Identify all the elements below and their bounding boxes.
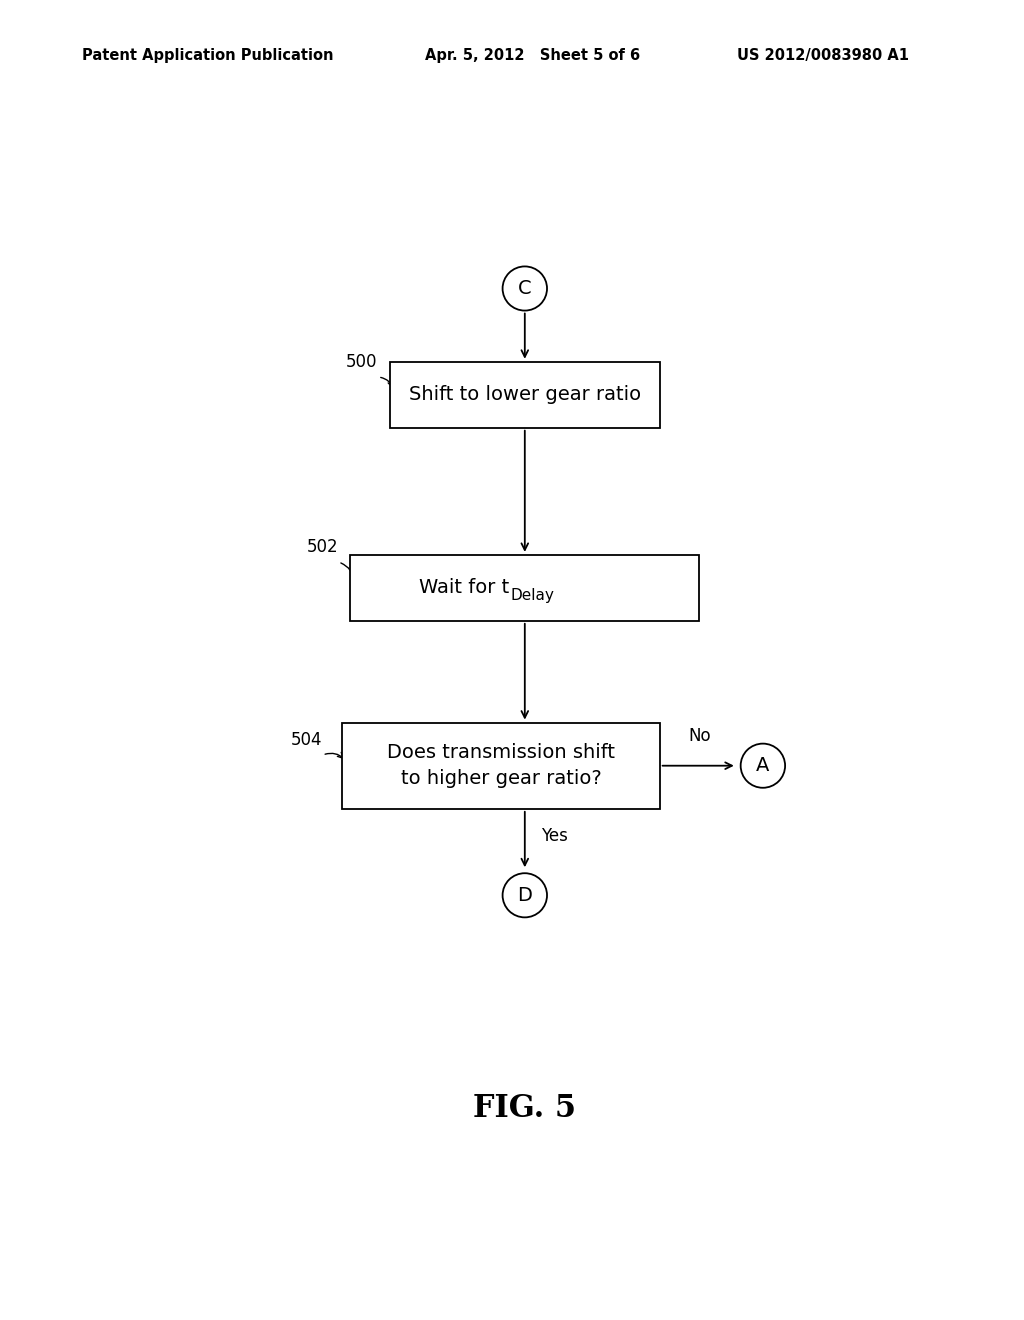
Text: Patent Application Publication: Patent Application Publication [82, 48, 334, 63]
Text: Shift to lower gear ratio: Shift to lower gear ratio [409, 385, 641, 404]
Text: A: A [756, 756, 770, 775]
Text: Delay: Delay [511, 589, 554, 603]
Text: FIG. 5: FIG. 5 [473, 1093, 577, 1125]
Text: No: No [689, 727, 712, 746]
Text: 502: 502 [306, 537, 338, 556]
Text: Does transmission shift
to higher gear ratio?: Does transmission shift to higher gear r… [387, 743, 615, 788]
FancyBboxPatch shape [390, 362, 659, 428]
Text: Apr. 5, 2012   Sheet 5 of 6: Apr. 5, 2012 Sheet 5 of 6 [425, 48, 640, 63]
Text: 504: 504 [291, 731, 323, 748]
Text: D: D [517, 886, 532, 904]
Text: Wait for t: Wait for t [419, 578, 509, 598]
Text: C: C [518, 279, 531, 298]
FancyBboxPatch shape [342, 722, 659, 809]
Text: US 2012/0083980 A1: US 2012/0083980 A1 [737, 48, 909, 63]
Text: 500: 500 [346, 352, 378, 371]
Text: Yes: Yes [541, 826, 567, 845]
FancyBboxPatch shape [350, 554, 699, 620]
